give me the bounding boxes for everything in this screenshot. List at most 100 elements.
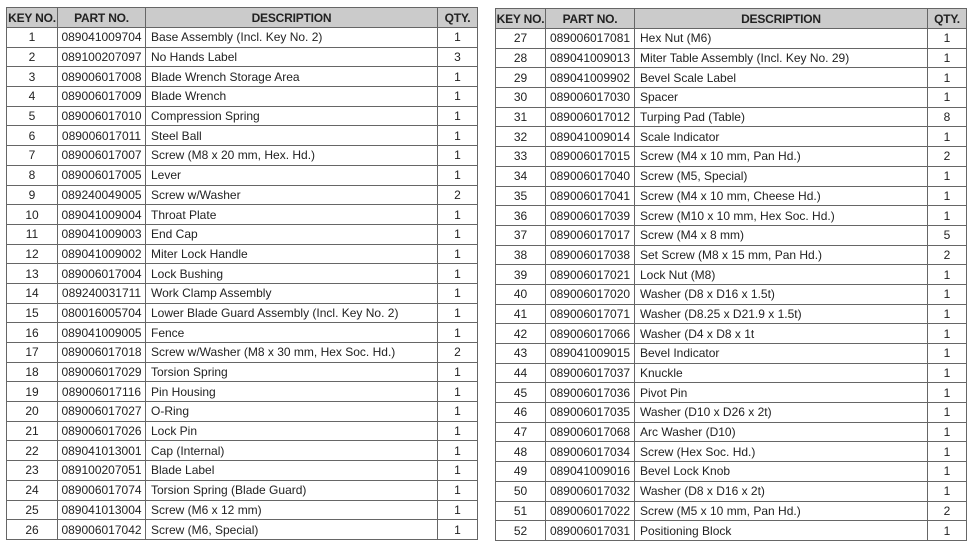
part-no-cell: 089006017116	[57, 381, 146, 403]
qty-cell: 1	[437, 381, 478, 403]
key-no-cell: 37	[495, 224, 546, 246]
header-part-no: PART NO.	[57, 7, 146, 28]
table-row: 2 089100207097 No Hands Label 3	[6, 46, 478, 68]
table-row: 23 089100207051 Blade Label 1	[6, 460, 478, 481]
qty-cell: 1	[437, 460, 478, 481]
qty-cell: 1	[927, 67, 967, 89]
description-cell: Bevel Indicator	[634, 343, 928, 364]
table-row: 5 089006017010 Compression Spring 1	[6, 105, 478, 127]
description-cell: No Hands Label	[145, 46, 438, 68]
key-no-cell: 2	[6, 46, 58, 68]
key-no-cell: 20	[6, 401, 58, 422]
qty-cell: 1	[927, 520, 967, 541]
qty-cell: 1	[437, 479, 478, 501]
part-no-cell: 089041013004	[57, 499, 146, 521]
key-no-cell: 52	[495, 520, 546, 541]
key-no-cell: 22	[6, 440, 58, 462]
description-cell: Pin Housing	[145, 381, 438, 403]
part-no-cell: 089100207051	[57, 460, 146, 481]
description-cell: Screw (M5, Special)	[634, 165, 928, 187]
qty-cell: 1	[437, 125, 478, 147]
table-row: 19 089006017116 Pin Housing 1	[6, 381, 478, 403]
description-cell: Washer (D8 x D16 x 1.5t)	[634, 283, 928, 305]
part-no-cell: 089006017010	[57, 105, 146, 127]
part-no-cell: 089006017005	[57, 164, 146, 186]
qty-cell: 1	[437, 263, 478, 284]
key-no-cell: 31	[495, 106, 546, 128]
qty-cell: 2	[927, 500, 967, 522]
description-cell: Lever	[145, 164, 438, 186]
qty-cell: 1	[927, 126, 967, 148]
description-cell: Screw (Hex Soc. Hd.)	[634, 441, 928, 463]
key-no-cell: 7	[6, 145, 58, 166]
description-cell: End Cap	[145, 223, 438, 245]
header-qty: QTY.	[927, 8, 967, 29]
table-row: 12 089041009002 Miter Lock Handle 1	[6, 243, 478, 265]
table-row: 43 089041009015 Bevel Indicator 1	[495, 343, 967, 364]
table-row: 42 089006017066 Washer (D4 x D8 x 1t 1	[495, 323, 967, 344]
qty-cell: 1	[437, 282, 478, 304]
key-no-cell: 24	[6, 479, 58, 501]
description-cell: Bevel Scale Label	[634, 67, 928, 89]
table-row: 14 089240031711 Work Clamp Assembly 1	[6, 282, 478, 304]
table-row: 24 089006017074 Torsion Spring (Blade Guar…	[6, 479, 478, 501]
qty-cell: 1	[927, 362, 967, 384]
key-no-cell: 45	[495, 382, 546, 404]
qty-cell: 1	[927, 343, 967, 364]
part-no-cell: 089041009704	[57, 27, 146, 48]
part-no-cell: 089006017035	[545, 402, 635, 423]
key-no-cell: 32	[495, 126, 546, 148]
part-no-cell: 089006017042	[57, 519, 146, 540]
table-row: 34 089006017040 Screw (M5, Special) 1	[495, 165, 967, 187]
description-cell: Screw (M4 x 10 mm, Pan Hd.)	[634, 146, 928, 167]
part-no-cell: 089006017036	[545, 382, 635, 404]
part-no-cell: 089041013001	[57, 440, 146, 462]
key-no-cell: 35	[495, 185, 546, 207]
key-no-cell: 21	[6, 420, 58, 442]
key-no-cell: 6	[6, 125, 58, 147]
description-cell: Positioning Block	[634, 520, 928, 541]
part-no-cell: 089006017012	[545, 106, 635, 128]
description-cell: Miter Lock Handle	[145, 243, 438, 265]
qty-cell: 1	[437, 164, 478, 186]
part-no-cell: 089006017020	[545, 283, 635, 305]
table-row: 35 089006017041 Screw (M4 x 10 mm, Cheese …	[495, 185, 967, 207]
description-cell: Screw w/Washer	[145, 184, 438, 206]
description-cell: Screw (M4 x 10 mm, Cheese Hd.)	[634, 185, 928, 207]
qty-cell: 2	[927, 244, 967, 266]
table-row: 32 089041009014 Scale Indicator 1	[495, 126, 967, 148]
table-row: 4 089006017009 Blade Wrench 1	[6, 86, 478, 107]
key-no-cell: 9	[6, 184, 58, 206]
qty-cell: 1	[927, 165, 967, 187]
qty-cell: 1	[927, 205, 967, 226]
qty-cell: 8	[927, 106, 967, 128]
table-row: 39 089006017021 Lock Nut (M8) 1	[495, 264, 967, 285]
key-no-cell: 12	[6, 243, 58, 265]
description-cell: Hex Nut (M6)	[634, 28, 928, 49]
table-row: 38 089006017038 Set Screw (M8 x 15 mm, Pan…	[495, 244, 967, 266]
qty-cell: 1	[927, 264, 967, 285]
part-no-cell: 089041009004	[57, 204, 146, 225]
key-no-cell: 15	[6, 302, 58, 324]
table-row: 26 089006017042 Screw (M6, Special) 1	[6, 519, 478, 540]
table-row: 29 089041009902 Bevel Scale Label 1	[495, 67, 967, 89]
qty-cell: 1	[927, 421, 967, 443]
table-row: 3 089006017008 Blade Wrench Storage Area 1	[6, 66, 478, 88]
part-no-cell: 089006017009	[57, 86, 146, 107]
description-cell: Torsion Spring	[145, 361, 438, 383]
description-cell: Screw (M4 x 8 mm)	[634, 224, 928, 246]
table-row: 33 089006017015 Screw (M4 x 10 mm, Pan Hd.…	[495, 146, 967, 167]
part-no-cell: 089100207097	[57, 46, 146, 68]
description-cell: Bevel Lock Knob	[634, 461, 928, 482]
qty-cell: 1	[437, 420, 478, 442]
part-no-cell: 089240049005	[57, 184, 146, 206]
table-row: 7 089006017007 Screw (M8 x 20 mm, Hex. Hd.…	[6, 145, 478, 166]
key-no-cell: 1	[6, 27, 58, 48]
qty-cell: 1	[927, 28, 967, 49]
qty-cell: 1	[437, 66, 478, 88]
parts-table-right: KEY NO. PART NO. DESCRIPTION QTY. 27 0890…	[495, 8, 967, 541]
key-no-cell: 3	[6, 66, 58, 88]
table-row: 13 089006017004 Lock Bushing 1	[6, 263, 478, 284]
key-no-cell: 34	[495, 165, 546, 187]
description-cell: Torsion Spring (Blade Guard)	[145, 479, 438, 501]
